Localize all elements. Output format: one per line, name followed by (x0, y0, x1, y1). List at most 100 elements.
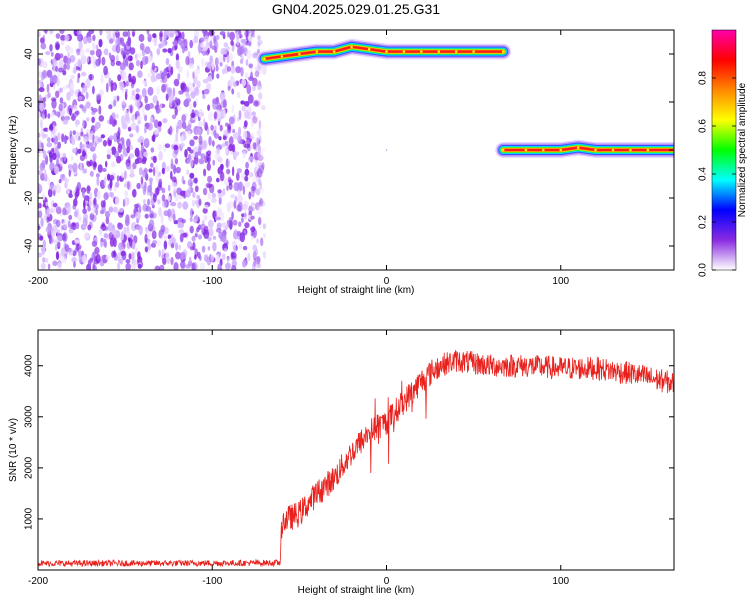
noise-blob (127, 126, 132, 132)
noise-blob (38, 87, 45, 93)
noise-blob (260, 200, 266, 207)
noise-blob (38, 70, 42, 78)
noise-blob (42, 133, 48, 138)
x-tick-label: 0 (384, 276, 390, 287)
ridge-point (420, 50, 423, 53)
noise-blob (95, 204, 99, 210)
noise-blob (130, 168, 135, 175)
noise-blob (220, 163, 224, 170)
noise-blob (70, 74, 75, 80)
noise-blob (191, 199, 196, 207)
noise-blob (253, 258, 256, 267)
noise-blob (162, 199, 167, 208)
noise-blob (124, 190, 129, 197)
noise-blob (220, 171, 225, 182)
noise-blob (115, 54, 119, 63)
ridge-band (263, 45, 505, 60)
noise-blob (113, 99, 117, 107)
noise-blob (244, 175, 249, 182)
noise-blob (149, 213, 154, 219)
noise-blob (38, 210, 43, 219)
noise-blob (115, 44, 121, 54)
noise-blob (216, 73, 220, 79)
noise-blob (136, 116, 142, 121)
noise-blob (103, 192, 109, 201)
spectral-ridge-0 (256, 38, 512, 67)
spectrogram-x-ticks: -200 -100 0 100 (28, 30, 570, 287)
noise-blob (54, 111, 61, 117)
noise-blob (203, 88, 210, 95)
y-tick-label: 4000 (24, 354, 35, 377)
noise-blob (166, 73, 170, 79)
noise-blob (154, 128, 159, 135)
noise-blob (39, 102, 44, 112)
noise-blob (231, 104, 235, 114)
noise-blob (109, 178, 113, 189)
noise-blob (206, 82, 212, 91)
noise-blob (86, 55, 90, 63)
noise-blob (260, 237, 264, 247)
noise-blob (163, 68, 167, 77)
noise-blob (120, 50, 126, 56)
noise-blob (150, 147, 155, 153)
noise-blob (180, 135, 184, 143)
noise-blob (141, 87, 147, 98)
noise-blob (144, 56, 149, 65)
noise-blob (124, 196, 130, 207)
noise-blob (242, 245, 248, 251)
noise-blob (89, 192, 93, 200)
noise-blob (200, 42, 205, 48)
noise-blob (119, 62, 126, 71)
noise-blob (38, 169, 43, 176)
noise-blob (58, 103, 63, 112)
noise-blob (47, 263, 51, 270)
noise-blob (198, 135, 203, 145)
noise-blob (203, 118, 206, 128)
noise-blob (72, 162, 78, 173)
noise-blob (56, 235, 63, 242)
noise-blob (70, 155, 74, 161)
noise-blob (38, 132, 41, 138)
noise-blob (222, 98, 227, 109)
noise-blob (235, 66, 242, 74)
noise-blob (68, 248, 74, 256)
noise-blob (215, 65, 219, 72)
noise-blob (198, 158, 205, 165)
noise-blob (138, 167, 143, 176)
noise-blob (246, 137, 252, 146)
noise-blob (132, 31, 135, 37)
noise-blob (75, 110, 80, 116)
noise-blob (47, 92, 51, 98)
noise-blob (208, 136, 212, 146)
noise-blob (174, 97, 178, 103)
noise-blob (161, 187, 166, 194)
noise-blob (78, 40, 83, 50)
noise-blob (185, 97, 192, 103)
noise-blob (44, 257, 49, 264)
noise-blob (156, 100, 159, 109)
ridge-point (402, 50, 406, 53)
ridge-point (524, 148, 528, 152)
noise-blob (185, 189, 191, 198)
noise-blob (241, 204, 248, 211)
noise-blob (38, 152, 41, 158)
noise-blob (254, 172, 258, 177)
noise-blob (231, 46, 235, 52)
noise-blob (82, 105, 87, 114)
noise-blob (212, 159, 215, 166)
noise-blob (124, 183, 128, 188)
noise-blob (126, 181, 130, 190)
noise-blob (92, 85, 95, 95)
noise-blob (207, 111, 213, 121)
noise-blob (78, 135, 81, 141)
noise-blob (66, 91, 71, 101)
noise-blob (103, 238, 107, 247)
noise-blob (126, 226, 130, 232)
noise-blob (105, 255, 110, 261)
noise-blob (211, 197, 217, 203)
noise-blob (57, 141, 61, 149)
noise-blob (175, 133, 179, 142)
noise-blob (98, 39, 103, 48)
noise-blob (62, 70, 67, 76)
